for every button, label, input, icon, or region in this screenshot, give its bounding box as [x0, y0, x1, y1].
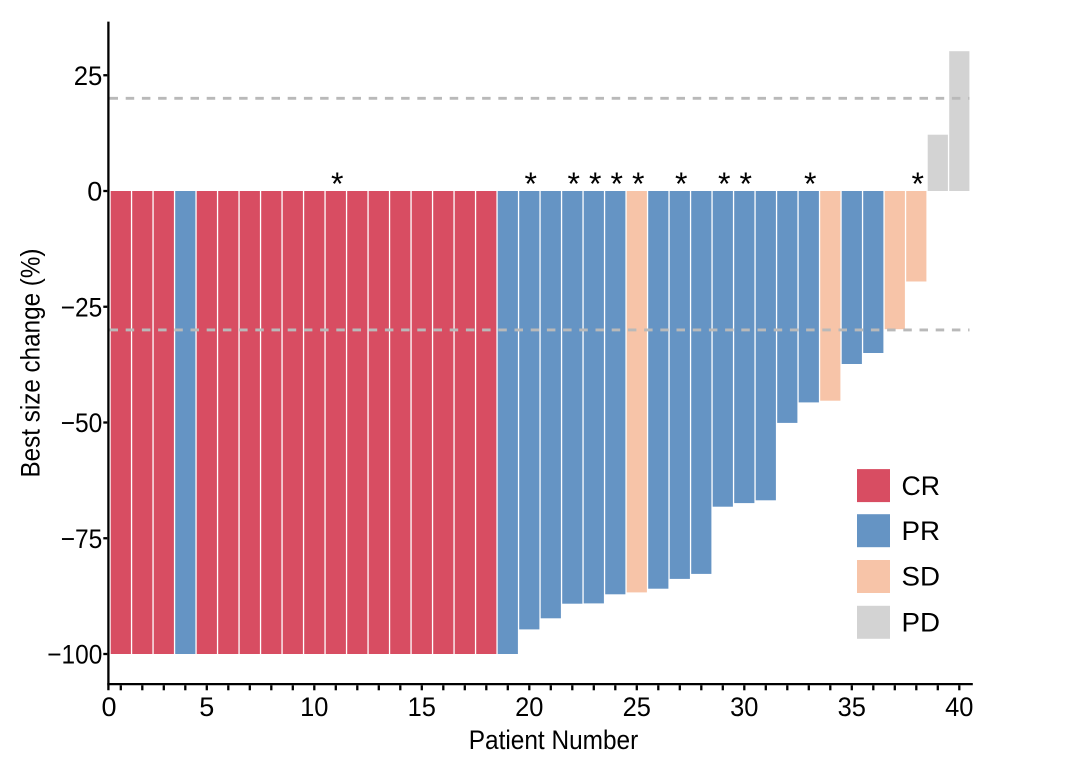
svg-text:*: * — [610, 166, 622, 202]
svg-text:15: 15 — [408, 692, 436, 722]
svg-text:*: * — [524, 166, 536, 202]
svg-text:−25: −25 — [61, 292, 103, 322]
svg-text:0: 0 — [87, 177, 102, 207]
svg-text:*: * — [739, 166, 751, 202]
svg-text:0: 0 — [101, 692, 116, 722]
svg-text:Patient Number: Patient Number — [469, 725, 639, 755]
svg-text:PR: PR — [902, 516, 941, 546]
svg-text:20: 20 — [515, 692, 543, 722]
svg-text:*: * — [331, 166, 343, 202]
svg-text:30: 30 — [730, 692, 758, 722]
svg-text:SD: SD — [902, 562, 941, 592]
svg-text:−75: −75 — [61, 524, 103, 554]
svg-text:−100: −100 — [47, 640, 102, 670]
svg-text:*: * — [718, 166, 730, 202]
svg-text:*: * — [567, 166, 579, 202]
svg-text:25: 25 — [74, 61, 103, 91]
svg-text:25: 25 — [623, 692, 651, 722]
svg-text:CR: CR — [902, 471, 941, 501]
svg-text:*: * — [804, 166, 816, 202]
svg-text:5: 5 — [199, 692, 214, 722]
svg-text:10: 10 — [300, 692, 328, 722]
svg-text:Best size change (%): Best size change (%) — [16, 249, 46, 478]
svg-text:*: * — [911, 166, 923, 202]
svg-text:PD: PD — [902, 608, 941, 638]
svg-text:*: * — [632, 166, 644, 202]
svg-text:*: * — [589, 166, 601, 202]
svg-text:−50: −50 — [61, 408, 103, 438]
svg-text:40: 40 — [945, 692, 973, 722]
svg-text:*: * — [675, 166, 687, 202]
svg-text:35: 35 — [838, 692, 866, 722]
